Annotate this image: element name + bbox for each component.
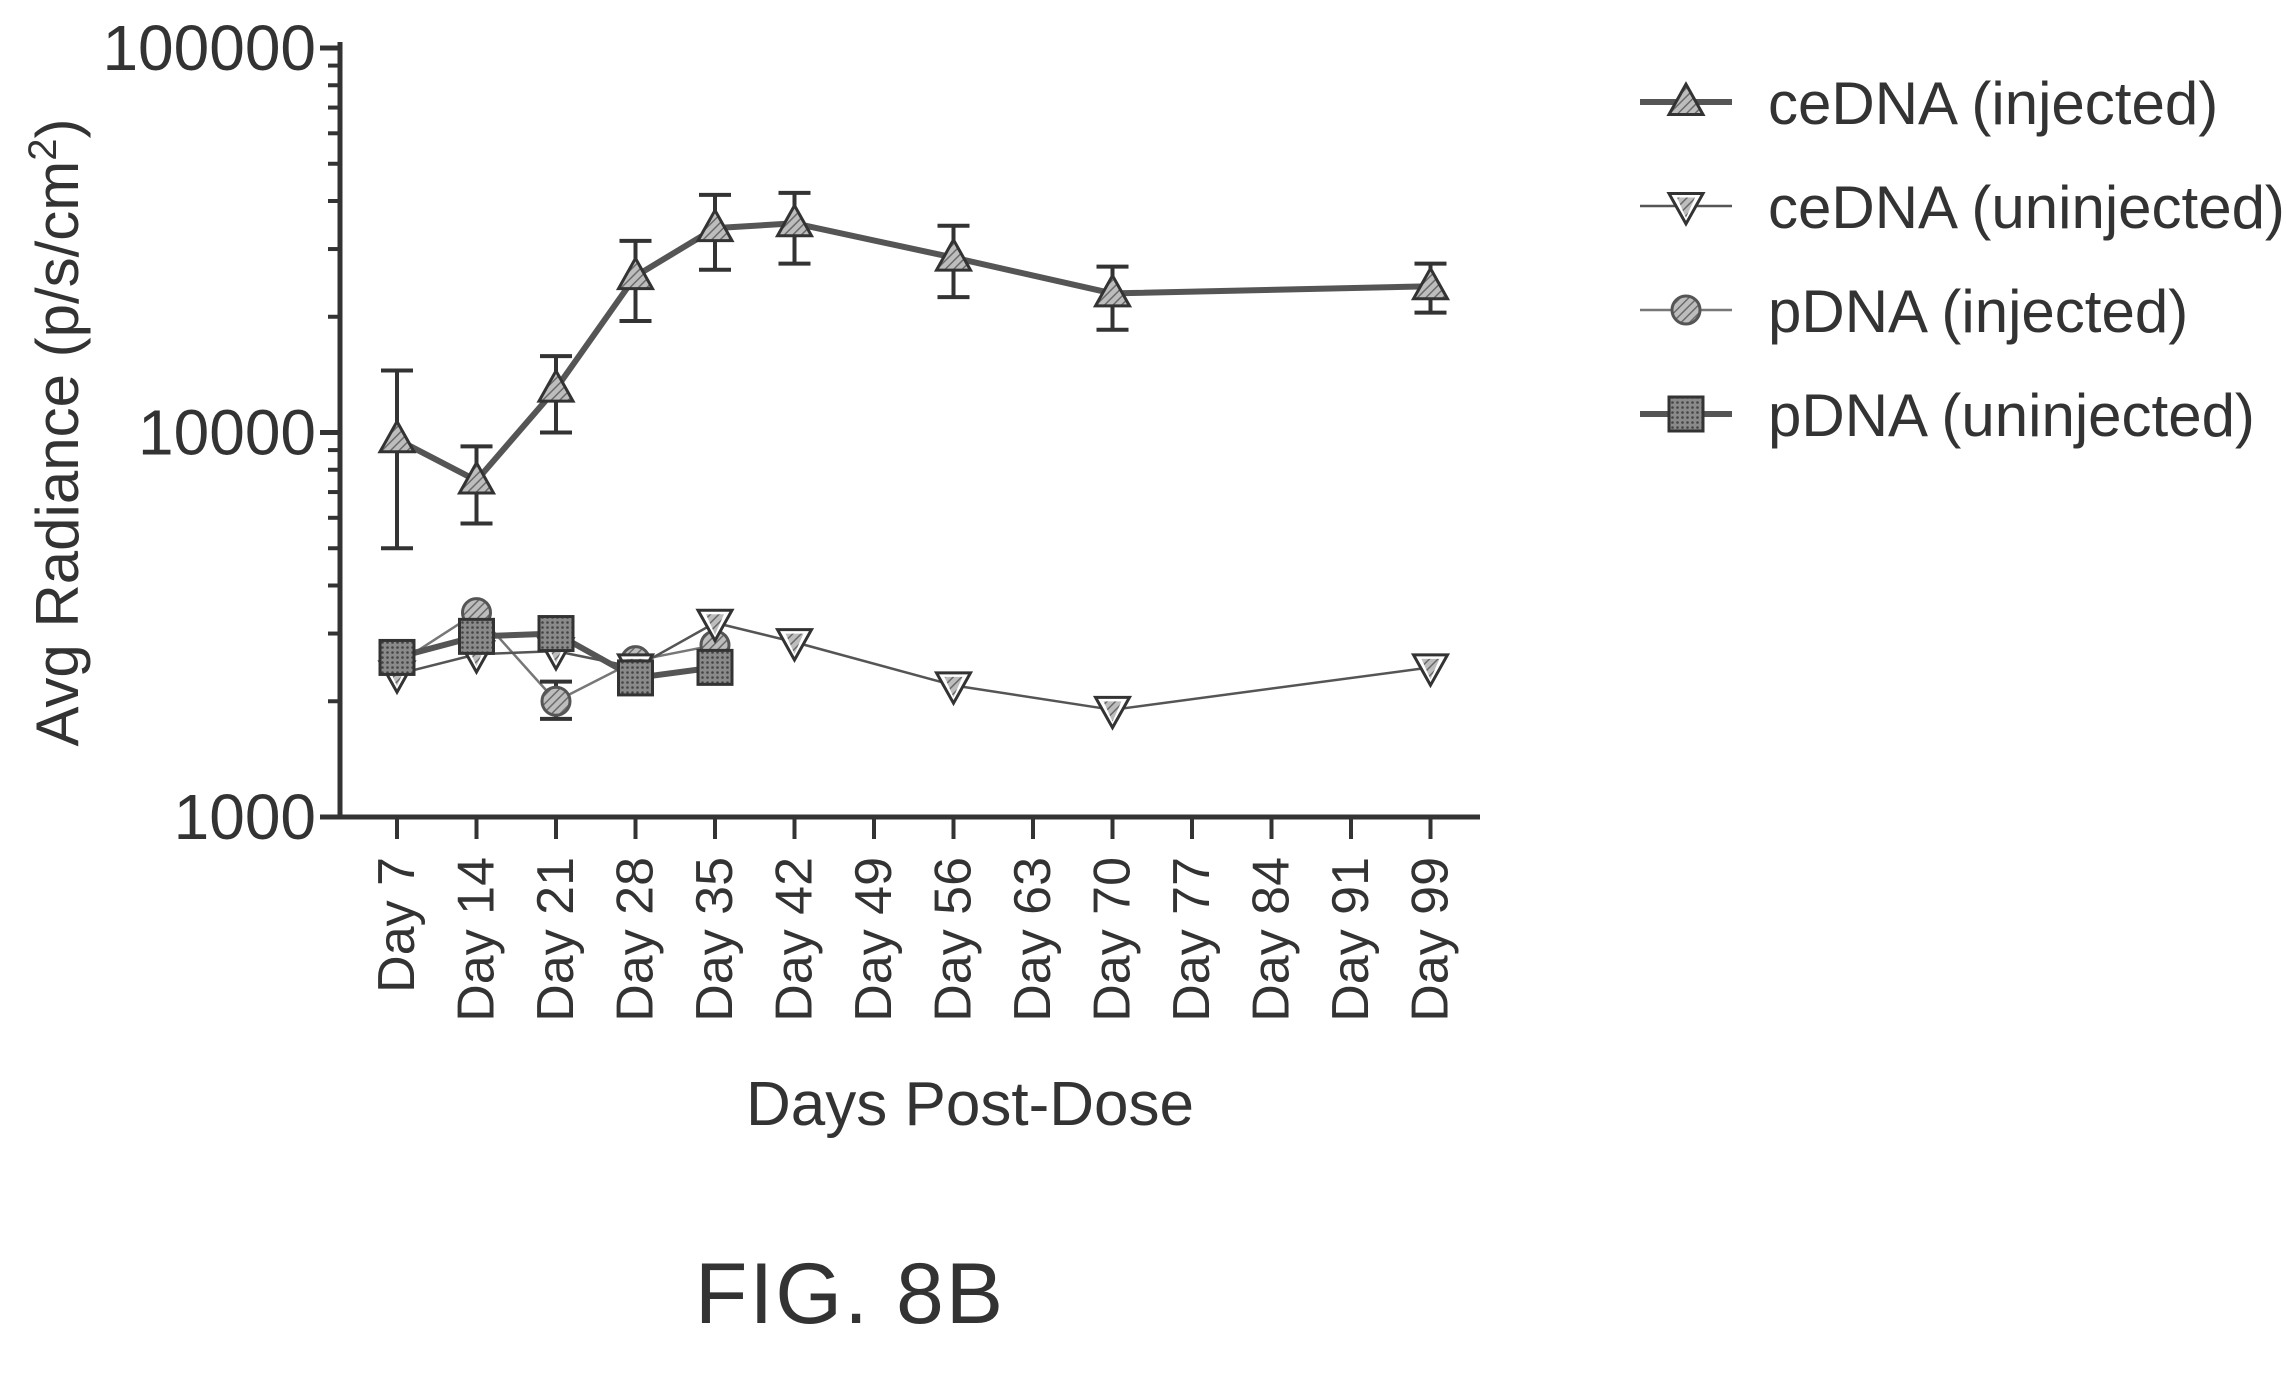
data-point-pdna-uninjected [617,659,654,697]
plot-area: 1000 10000 100000 Day 7 Day 14 Day 21 Day 28 Da… [21,12,1480,1139]
data-point-cedna-injected [536,367,576,403]
legend: ceDNA (injected) ceDNA (uninjected) pDNA (… [1640,70,2285,449]
data-point-cedna-uninjected-fill [944,676,963,698]
y-tick-label: 100000 [102,12,316,84]
data-point-cedna-injected [377,418,417,454]
x-tick-label: Day 84 [1243,857,1301,1022]
x-tick-label: Day 63 [1004,857,1062,1022]
x-tick-label: Day 77 [1163,857,1221,1022]
x-tick-label: Day 21 [527,857,585,1022]
legend-label-pdna-uninjected: pDNA (uninjected) [1768,382,2255,449]
x-axis-title: Days Post-Dose [746,1070,1194,1139]
data-point-pdna-uninjected [378,638,416,676]
legend-label-cedna-injected: ceDNA (injected) [1768,70,2218,137]
x-tick-label: Day 56 [925,857,983,1022]
data-point-cedna-uninjected-fill [1421,658,1440,680]
x-tick-label: Day 14 [448,857,506,1022]
x-tick-label: Day 99 [1402,857,1460,1022]
data-point-pdna-injected [540,685,572,717]
data-point-pdna-uninjected [537,615,575,653]
data-point-cedna-uninjected-fill [1103,701,1122,722]
x-tick-label: Day 7 [368,857,426,993]
x-tick-label: Day 42 [766,857,824,1022]
data-point-cedna-injected [1410,265,1451,301]
figure-label: FIG. 8B [694,1246,1006,1342]
x-tick-label: Day 49 [845,857,903,1022]
data-point-cedna-injected [933,236,974,272]
y-tick-label: 10000 [138,397,316,469]
x-tick-label: Day 28 [607,857,665,1022]
legend-label-pdna-injected: pDNA (injected) [1768,278,2188,345]
y-tick-label: 1000 [174,781,316,853]
data-point-cedna-injected [615,255,656,291]
x-tick-label: Day 35 [686,857,744,1022]
data-point-pdna-uninjected [458,617,495,655]
x-tick-label: Day 70 [1084,857,1142,1022]
y-axis-title: Avg Radiance (p/s/cm2) [21,118,91,746]
data-point-cedna-uninjected-fill [706,614,724,635]
legend-label-cedna-uninjected: ceDNA (uninjected) [1768,174,2285,241]
data-point-cedna-uninjected-fill [785,633,804,654]
data-point-cedna-injected [695,207,735,243]
legend-marker-cedna-uninjected-fill [1677,197,1695,218]
data-point-cedna-injected [456,459,497,495]
legend-marker-cedna-injected [1666,81,1706,116]
series-line-cedna-injected [395,220,1431,484]
data-point-pdna-uninjected [696,648,734,686]
legend-marker-pdna-injected [1670,294,1702,326]
data-point-cedna-injected [1092,272,1133,308]
legend-marker-pdna-uninjected [1667,395,1705,433]
data-point-cedna-injected [774,202,815,238]
x-tick-label: Day 91 [1322,857,1380,1022]
